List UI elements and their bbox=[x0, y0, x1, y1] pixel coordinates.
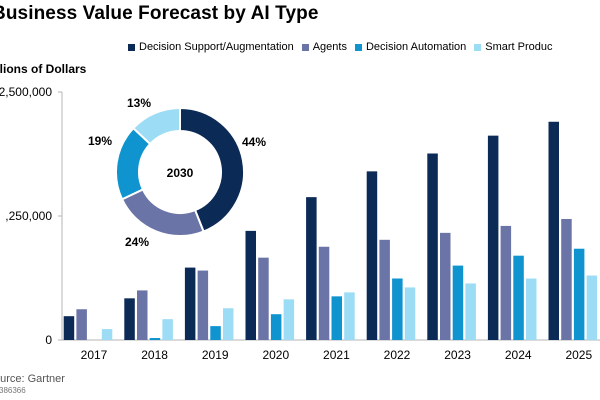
legend-item-decision-automation: Decision Automation bbox=[354, 41, 467, 53]
bar-2017-s3 bbox=[101, 329, 113, 340]
bar-2023-s0 bbox=[427, 153, 438, 340]
bar-2023-s3 bbox=[465, 283, 476, 340]
bar-2022-s2 bbox=[392, 278, 403, 340]
legend-label: Decision Automation bbox=[365, 41, 467, 53]
x-tick-label: 2019 bbox=[202, 348, 229, 362]
y-tick-label: ,250,000 bbox=[5, 209, 52, 223]
legend-swatch bbox=[128, 43, 135, 51]
bar-2024-s3 bbox=[526, 278, 537, 340]
legend-swatch bbox=[301, 43, 309, 51]
bar-2020-s3 bbox=[283, 299, 295, 340]
legend-swatch bbox=[354, 43, 362, 51]
bar-2022-s3 bbox=[404, 287, 416, 340]
legend-item-agents: Agents bbox=[301, 41, 347, 53]
bar-2024-s0 bbox=[487, 135, 499, 340]
bar-2023-s2 bbox=[452, 265, 464, 340]
bar-2018-s2 bbox=[149, 338, 161, 340]
document-id: 386366 bbox=[0, 386, 26, 395]
bar-2025-s2 bbox=[573, 248, 585, 340]
donut-slice-1 bbox=[120, 188, 205, 237]
bar-2022-s1 bbox=[379, 239, 390, 340]
x-tick-label: 2023 bbox=[444, 348, 471, 362]
bar-2017-s0 bbox=[63, 316, 75, 340]
x-tick-label: 2024 bbox=[505, 348, 532, 362]
bar-2024-s1 bbox=[500, 225, 512, 340]
legend: Decision Support/Augmentation Agents Dec… bbox=[128, 41, 561, 53]
x-tick-label: 2025 bbox=[565, 348, 592, 362]
bar-2020-s0 bbox=[245, 230, 256, 340]
bar-2019-s3 bbox=[223, 308, 234, 340]
bar-2021-s0 bbox=[306, 197, 317, 340]
bar-2024-s2 bbox=[513, 255, 524, 340]
legend-item-smart-products: Smart Produc bbox=[474, 41, 553, 53]
legend-label: Agents bbox=[312, 41, 347, 53]
x-tick-label: 2020 bbox=[262, 348, 289, 362]
donut-slice-label: 44% bbox=[242, 135, 266, 149]
bar-2023-s1 bbox=[440, 232, 451, 340]
legend-label: Smart Produc bbox=[485, 41, 553, 53]
bar-2018-s1 bbox=[137, 290, 148, 340]
donut-slice-label: 24% bbox=[125, 235, 149, 249]
donut-slice-3 bbox=[131, 106, 181, 146]
donut-center-label: 2030 bbox=[167, 166, 194, 180]
bar-2018-s3 bbox=[162, 319, 173, 340]
legend-item-decision-support: Decision Support/Augmentation bbox=[128, 41, 294, 53]
y-axis-label: illions of Dollars bbox=[0, 62, 87, 76]
x-tick-label: 2017 bbox=[81, 348, 108, 362]
bar-2021-s1 bbox=[318, 246, 330, 340]
bar-2019-s2 bbox=[210, 326, 221, 340]
donut-slice-0 bbox=[179, 106, 245, 233]
bar-2019-s0 bbox=[184, 267, 196, 340]
source-note: ource: Gartner bbox=[0, 373, 65, 385]
donut-slice-label: 13% bbox=[127, 96, 151, 110]
donut-slice-label: 19% bbox=[88, 134, 112, 148]
y-tick-label: 0 bbox=[45, 333, 52, 347]
x-tick-label: 2018 bbox=[141, 348, 168, 362]
bar-2020-s2 bbox=[270, 314, 282, 340]
bar-2025-s1 bbox=[561, 218, 572, 340]
bar-2025-s0 bbox=[548, 121, 559, 340]
x-tick-label: 2022 bbox=[384, 348, 411, 362]
legend-label: Decision Support/Augmentation bbox=[139, 41, 294, 53]
chart-title: Business Value Forecast by AI Type bbox=[0, 3, 319, 24]
bar-2018-s0 bbox=[124, 298, 135, 340]
bar-2017-s1 bbox=[76, 309, 87, 340]
y-tick-label: 2,500,000 bbox=[0, 85, 52, 99]
bar-2019-s1 bbox=[197, 270, 209, 340]
bar-2022-s0 bbox=[366, 171, 378, 340]
legend-swatch bbox=[474, 43, 482, 51]
bar-2025-s3 bbox=[586, 275, 598, 340]
bar-2021-s2 bbox=[331, 296, 342, 340]
x-tick-label: 2021 bbox=[323, 348, 350, 362]
bar-2020-s1 bbox=[258, 257, 269, 340]
bar-2021-s3 bbox=[344, 292, 355, 340]
